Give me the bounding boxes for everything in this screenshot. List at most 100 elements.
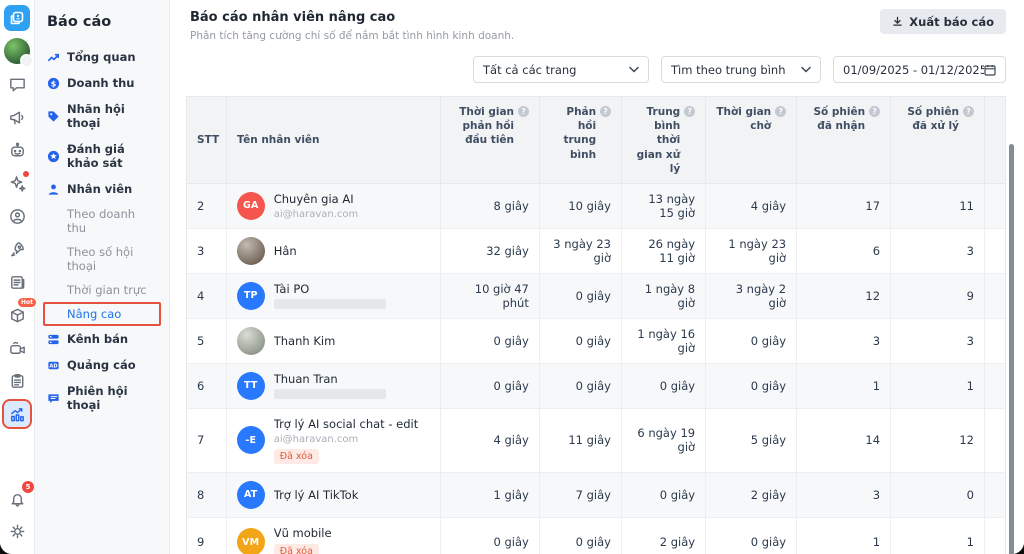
user-avatar[interactable]: [4, 38, 33, 67]
info-icon[interactable]: ?: [600, 106, 612, 117]
sidebar-subitem-thoi-gian-truc[interactable]: Thời gian trực: [67, 283, 147, 297]
notification-dot: [23, 171, 29, 177]
table-row: 5 Thanh Kim 0 giây 0 giây 1 ngày 16 giờ …: [187, 318, 1005, 364]
employee-cell: TP Tài PO: [227, 273, 441, 318]
chat-icon[interactable]: [4, 71, 30, 97]
avatar-sub-badge: [20, 54, 33, 67]
deleted-badge: Đã xóa: [273, 448, 319, 464]
sidebar-subitem-theo-doanh-thu[interactable]: Theo doanh thu: [67, 207, 136, 235]
video-icon[interactable]: [4, 335, 30, 361]
employee-cell: AT Trợ lý AI TikTok: [227, 472, 441, 517]
value-cell: 3: [891, 228, 985, 273]
employee-email: ai@haravan.com: [273, 433, 359, 445]
clipboard-icon[interactable]: [4, 368, 30, 394]
calendar-icon: [984, 64, 996, 76]
sidebar-subitem-theo-so-hoi-thoai[interactable]: Theo số hội thoại: [67, 245, 134, 273]
notifications-bell-icon[interactable]: 5: [4, 481, 34, 511]
table-row: 9 VM Vũ mobile Đã xóa 0 giây 0 giây 2 gi…: [187, 517, 1005, 554]
table-body: 2 GA Chuyên gia AI ai@haravan.com 8 giây…: [187, 183, 1005, 554]
employee-cell: Thanh Kim: [227, 318, 441, 363]
sidebar-title: Báo cáo: [47, 14, 112, 30]
row-stt: 4: [187, 273, 227, 318]
value-cell: 11: [891, 183, 985, 228]
sidebar-item-phien-hoi-thoai[interactable]: Phiên hội thoại: [43, 378, 161, 418]
info-icon[interactable]: ?: [775, 106, 787, 117]
value-cell: 1: [891, 517, 985, 554]
channels-icon: [48, 334, 59, 344]
notification-count: 5: [22, 481, 34, 493]
sidebar-item-nhan-hoi-thoai[interactable]: Nhãn hội thoại: [43, 96, 161, 136]
row-stt: 7: [187, 408, 227, 472]
pages-select[interactable]: Tất cả các trang: [473, 56, 649, 83]
table-row: 8 AT Trợ lý AI TikTok 1 giây 7 giây 0 gi…: [187, 472, 1005, 518]
news-icon[interactable]: [4, 269, 30, 295]
trend-icon: [47, 53, 59, 61]
ads-icon: AD: [48, 361, 59, 369]
package-icon[interactable]: Hot: [4, 298, 36, 328]
info-icon[interactable]: ?: [963, 106, 974, 117]
redacted-bar: [273, 389, 386, 400]
value-cell: 7 giây: [540, 472, 622, 517]
row-stt: 6: [187, 363, 227, 408]
ai-sparkles-icon[interactable]: [4, 170, 30, 196]
bot-icon[interactable]: [4, 137, 30, 163]
person-icon: [48, 183, 59, 195]
employee-cell: GA Chuyên gia AI ai@haravan.com: [227, 183, 441, 228]
tag-icon: [48, 110, 59, 122]
sidebar-item-kenh-ban[interactable]: Kênh bán: [43, 326, 161, 352]
info-icon[interactable]: ?: [869, 106, 881, 117]
value-cell: 2 giây: [706, 472, 798, 517]
sidebar-item-tong-quan[interactable]: Tổng quan: [43, 44, 161, 70]
export-report-button[interactable]: Xuất báo cáo: [880, 9, 1006, 34]
megaphone-icon[interactable]: [4, 104, 30, 130]
col-header-trung-binh-thoi-gian-xu-ly: Trung bình thời gian xử lý?: [622, 97, 707, 183]
info-icon[interactable]: ?: [684, 106, 696, 117]
value-cell: 13 ngày 15 giờ: [622, 183, 707, 228]
date-range-picker[interactable]: 01/09/2025 - 01/12/2025: [833, 56, 1006, 83]
metric-select[interactable]: Tìm theo trung bình: [661, 56, 821, 83]
employee-avatar: VM: [236, 528, 265, 554]
value-cell: 1: [891, 363, 985, 408]
page-title: Báo cáo nhân viên nâng cao: [190, 10, 396, 25]
app-logo[interactable]: [4, 5, 30, 31]
sidebar-item-doanh-thu[interactable]: $ Doanh thu: [43, 70, 161, 96]
info-icon[interactable]: ?: [518, 106, 530, 117]
value-cell: 8 giây: [441, 183, 540, 228]
value-cell: 1: [797, 517, 892, 554]
value-cell: 0 giây: [706, 318, 798, 363]
row-stt: 9: [187, 517, 227, 554]
value-cell: 26 ngày 11 giờ: [622, 228, 707, 273]
settings-gear-icon[interactable]: [4, 518, 30, 544]
survey-icon: [47, 150, 60, 162]
employee-name: Trợ lý AI TikTok: [273, 487, 359, 502]
table-row: 7 -E Trợ lý AI social chat - edit ai@har…: [187, 408, 1005, 473]
value-cell: 17: [797, 183, 892, 228]
value-cell: 10 giây: [540, 183, 622, 228]
employee-cell: -E Trợ lý AI social chat - edit ai@harav…: [227, 408, 441, 472]
value-cell: 14: [797, 408, 892, 472]
value-cell: 1 giây: [441, 472, 540, 517]
value-cell: 0 giây: [441, 318, 540, 363]
rocket-icon[interactable]: [4, 236, 30, 262]
value-cell: 3: [797, 318, 892, 363]
sidebar-subitem-nang-cao[interactable]: Nâng cao: [43, 302, 161, 326]
employee-name: Hân: [273, 243, 297, 258]
sidebar-item-danh-gia-khao-sat[interactable]: Đánh giá khảo sát: [43, 136, 161, 176]
employee-avatar: TT: [236, 371, 265, 400]
value-cell: 3 ngày 2 giờ: [706, 273, 798, 318]
sidebar-item-quang-cao[interactable]: AD Quảng cáo: [43, 352, 161, 378]
svg-text:AD: AD: [49, 363, 57, 369]
reports-icon[interactable]: [2, 399, 32, 429]
row-stt: 2: [187, 183, 227, 228]
value-cell: 3: [797, 472, 892, 517]
deleted-badge: Đã xóa: [273, 543, 319, 554]
dollar-icon: $: [47, 77, 60, 89]
employee-name: Trợ lý AI social chat - edit: [273, 416, 419, 431]
sidebar-item-nhan-vien[interactable]: Nhân viên: [43, 176, 161, 202]
value-cell: 12: [891, 408, 985, 472]
vertical-scrollbar[interactable]: [1009, 144, 1014, 554]
employee-name: Tài PO: [273, 282, 310, 297]
contacts-icon[interactable]: [4, 203, 30, 229]
employee-cell: TT Thuan Tran: [227, 363, 441, 408]
